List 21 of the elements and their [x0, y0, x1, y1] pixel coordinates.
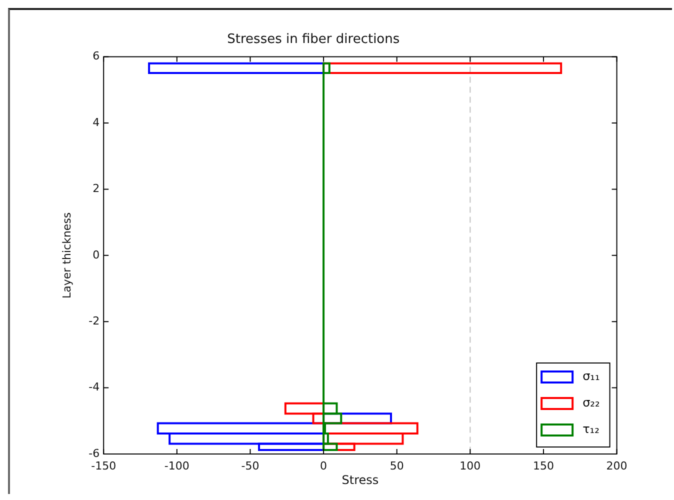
- y-tick-label: 0: [92, 248, 100, 262]
- y-tick-label: -2: [88, 314, 100, 328]
- y-tick-label: 4: [92, 116, 100, 129]
- chart-title: Stresses in fiber directions: [227, 32, 400, 48]
- x-tick-label: 50: [390, 459, 404, 472]
- y-tick-label: -6: [88, 446, 100, 460]
- x-tick-label: 0: [320, 459, 328, 472]
- legend-label: σ₂₂: [582, 396, 600, 410]
- y-tick-label: -4: [88, 380, 100, 394]
- x-tick-label: -50: [241, 459, 260, 472]
- x-tick-label: -150: [91, 459, 116, 472]
- x-tick-label: 100: [460, 459, 481, 472]
- y-tick-label: 6: [92, 50, 100, 63]
- x-tick-label: -100: [164, 459, 190, 472]
- legend-label: τ₁₂: [582, 422, 600, 436]
- legend-label: σ₁₁: [582, 369, 600, 384]
- x-axis-title: Stress: [342, 472, 379, 487]
- x-tick-label: 200: [606, 459, 628, 472]
- y-axis-title: Layer thickness: [60, 212, 74, 298]
- x-tick-label: 150: [532, 459, 554, 472]
- y-tick-label: 2: [92, 182, 100, 196]
